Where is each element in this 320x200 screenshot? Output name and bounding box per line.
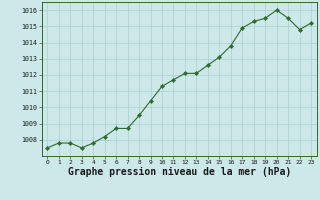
X-axis label: Graphe pression niveau de la mer (hPa): Graphe pression niveau de la mer (hPa) [68,167,291,177]
